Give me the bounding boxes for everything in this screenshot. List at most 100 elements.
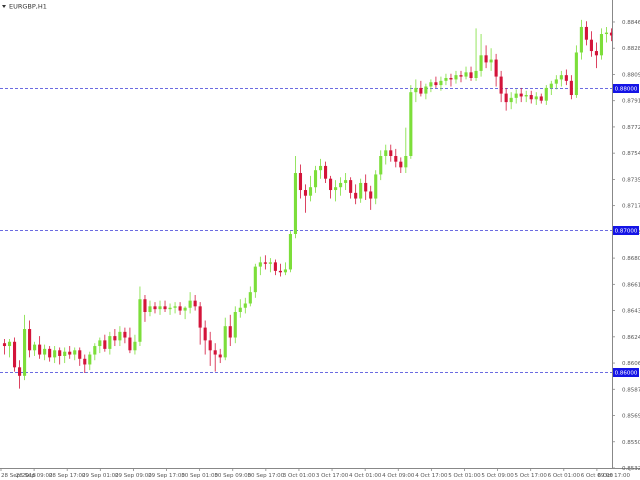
x-tick-label: 5 Oct 09:00 [481, 473, 514, 479]
candle-body [589, 39, 593, 52]
candle-body [399, 161, 403, 168]
triangle-down-icon[interactable] [2, 5, 6, 8]
candle-body [203, 327, 207, 341]
candle-body [494, 59, 498, 77]
candle-body [263, 262, 267, 264]
chart-title: EURGBP,H1 [9, 3, 47, 11]
candle-body [253, 266, 257, 293]
level-badge-label: 0.87000 [615, 229, 638, 235]
candle-body [93, 346, 97, 355]
y-tick-label: 0.86245 [622, 335, 640, 341]
candle-body [524, 95, 528, 97]
level-badge-label: 0.88000 [615, 87, 638, 93]
candle-body [173, 306, 177, 308]
candle-body [308, 187, 313, 196]
x-tick-label: 30 Sep 01:00 [181, 473, 218, 479]
candle-body [123, 331, 127, 338]
candle-body [73, 350, 77, 355]
candle-body [464, 72, 468, 77]
candle-body [183, 307, 187, 311]
candle-body [243, 303, 247, 308]
x-tick-label: 4 Oct 01:00 [349, 473, 382, 479]
candle-body [449, 78, 453, 80]
candle-body [379, 156, 383, 175]
candle-body [68, 351, 72, 355]
candle-body [268, 262, 272, 264]
x-tick-label: 29 Sep 09:00 [115, 473, 152, 479]
candle-body [153, 306, 157, 310]
x-tick-label: 30 Sep 09:00 [214, 473, 251, 479]
x-tick-label: 6 Oct 09:00 [581, 473, 614, 479]
candle-body [193, 300, 197, 307]
y-tick-label: 0.85505 [622, 440, 640, 446]
level-lines [0, 88, 612, 373]
candle-body [469, 72, 473, 78]
candle-body [519, 93, 523, 97]
candle-body [228, 326, 232, 338]
x-tick-label: 4 Oct 17:00 [415, 473, 448, 479]
candle-body [349, 180, 353, 193]
candle-body [278, 270, 282, 273]
candle-body [233, 312, 237, 338]
candle-body [579, 26, 583, 53]
candle-body [133, 341, 137, 351]
x-tick-label: 6 Oct 01:00 [548, 473, 581, 479]
candle-body [118, 331, 122, 341]
level-badge [613, 226, 639, 235]
candle-body [359, 182, 363, 199]
candle-body [238, 307, 242, 312]
x-tick-label: 28 Sep 09:00 [16, 473, 53, 479]
candle-body [324, 165, 328, 179]
x-tick-label: 5 Oct 01:00 [448, 473, 481, 479]
candle-body [609, 32, 614, 36]
candle-body [128, 337, 132, 351]
candle-body [38, 344, 42, 355]
candle-body [168, 307, 172, 310]
candle-body [273, 262, 277, 271]
candle-body [604, 32, 609, 35]
candle-body [514, 93, 518, 98]
candle-body [23, 329, 27, 376]
candle-body [7, 341, 12, 347]
candle-body [369, 191, 373, 199]
candle-body [33, 344, 37, 351]
candle-body [163, 306, 167, 310]
y-tick-label: 0.87725 [622, 125, 640, 131]
candle-body [138, 299, 142, 342]
x-tick-label: 28 Sep 2018 [1, 473, 36, 479]
candle-body [539, 96, 543, 101]
y-tick-label: 0.88095 [622, 72, 640, 78]
candle-body [559, 75, 563, 80]
candle-body [208, 340, 212, 351]
level-badge-label: 0.86000 [615, 371, 638, 377]
candle-body [58, 350, 62, 356]
candle-body [98, 340, 102, 347]
candle-body [414, 87, 418, 93]
candle-body [424, 86, 428, 94]
y-tick-label: 0.88465 [622, 20, 640, 26]
candle-body [434, 82, 438, 86]
candle-body [303, 190, 308, 196]
candle-body [103, 340, 107, 349]
candle-body [329, 178, 333, 191]
candle-body [148, 306, 152, 312]
candle-body [188, 300, 192, 308]
y-tick-label: 0.85875 [622, 387, 640, 393]
candle-body [113, 336, 117, 341]
candle-body [143, 299, 147, 312]
candle-body [499, 76, 503, 94]
candle-body [544, 87, 548, 101]
candle-body [574, 52, 578, 96]
candle-body [484, 55, 488, 63]
candle-body [258, 262, 262, 267]
x-tick-label: 30 Sep 17:00 [247, 473, 284, 479]
candle-body [213, 350, 217, 355]
candle-body [394, 156, 398, 162]
